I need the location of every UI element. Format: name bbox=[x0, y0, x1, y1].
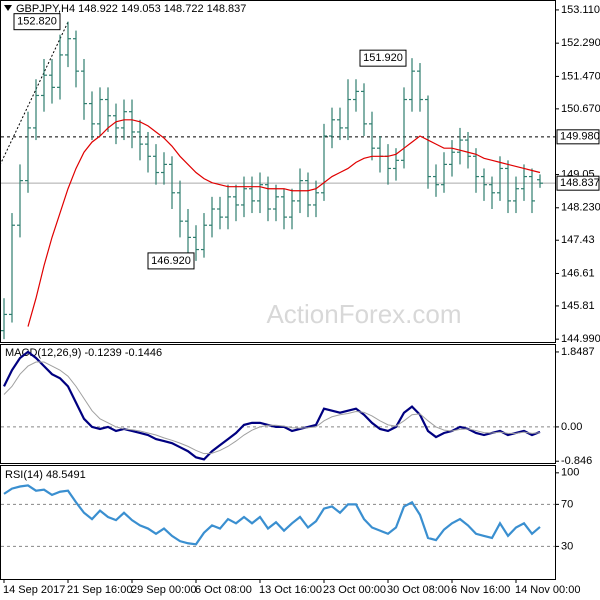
y-tick-label: 152.290 bbox=[561, 37, 600, 49]
y-tick-label: 148.230 bbox=[561, 202, 600, 214]
x-tick-label: 30 Oct 08:00 bbox=[387, 584, 450, 596]
chart-title: GBPJPY,H4 148.922 149.053 148.722 148.83… bbox=[16, 3, 246, 15]
line bbox=[3, 484, 541, 546]
x-tick-label: 14 Sep 2017 bbox=[3, 584, 65, 596]
watermark: ActionForex.com bbox=[266, 299, 461, 329]
y-tick-label: 145.81 bbox=[561, 300, 595, 312]
x-tick-label: 6 Nov 16:00 bbox=[451, 584, 510, 596]
x-tick-label: 29 Sep 00:00 bbox=[131, 584, 196, 596]
level-box bbox=[556, 175, 600, 191]
line bbox=[3, 361, 541, 455]
x-tick-label: 23 Oct 00:00 bbox=[323, 584, 386, 596]
macd-title: MACD(12,26,9) -0.1239 -0.1446 bbox=[5, 347, 162, 359]
rsi-title: RSI(14) 48.5491 bbox=[5, 469, 86, 481]
y-tick-label: 100 bbox=[561, 467, 579, 479]
annotation-box bbox=[147, 252, 195, 270]
annotation-label: 152.820 bbox=[17, 16, 57, 28]
y-tick-label: 147.43 bbox=[561, 234, 595, 246]
annotation-box bbox=[359, 49, 407, 67]
level-box bbox=[556, 129, 600, 145]
line bbox=[27, 119, 541, 327]
y-tick-label: 30 bbox=[561, 540, 573, 552]
menu-icon bbox=[4, 5, 12, 11]
x-tick-label: 21 Sep 16:00 bbox=[67, 584, 132, 596]
rsi-pane bbox=[0, 465, 556, 580]
price-pane bbox=[0, 0, 556, 343]
x-tick-label: 6 Oct 08:00 bbox=[195, 584, 252, 596]
y-tick-label: 151.470 bbox=[561, 70, 600, 82]
annotation-box bbox=[13, 13, 61, 31]
macd-pane bbox=[0, 344, 556, 464]
y-tick-label: 146.61 bbox=[561, 267, 595, 279]
level-label: 148.837 bbox=[560, 177, 600, 189]
y-tick-label: 150.670 bbox=[561, 103, 600, 115]
annotation-label: 151.920 bbox=[363, 52, 403, 64]
x-tick-label: 14 Nov 00:00 bbox=[515, 584, 580, 596]
x-tick-label: 13 Oct 16:00 bbox=[259, 584, 322, 596]
y-tick-label: 70 bbox=[561, 498, 573, 510]
y-tick-label: 153.110 bbox=[561, 4, 600, 16]
y-tick-label: 0.00 bbox=[561, 421, 582, 433]
level-label: 149.980 bbox=[560, 131, 600, 143]
y-tick-label: 144.990 bbox=[561, 333, 600, 345]
y-tick-label: 1.8487 bbox=[561, 346, 595, 358]
annotation-label: 146.920 bbox=[151, 255, 191, 267]
y-tick-label: -0.846 bbox=[561, 455, 592, 467]
